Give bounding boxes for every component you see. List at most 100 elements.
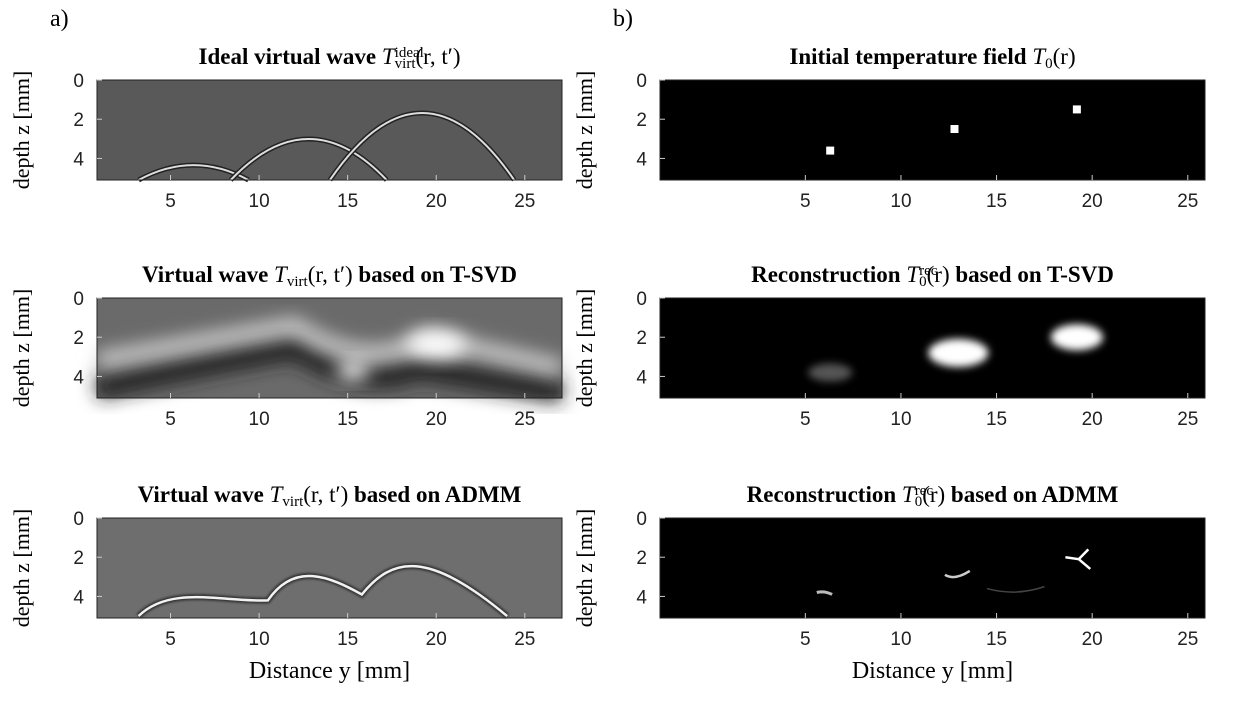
x-tick-label: 15	[337, 409, 358, 430]
y-tick-label: 0	[636, 71, 647, 92]
x-tick-label: 15	[337, 629, 358, 650]
x-tick-label: 15	[337, 191, 358, 212]
y-tick-label: 0	[73, 509, 84, 530]
x-tick-label: 5	[800, 409, 811, 430]
title-part: T	[382, 44, 397, 69]
title-part: based on ADMM	[348, 482, 521, 507]
source	[1072, 105, 1081, 114]
y-tick-label: 2	[73, 110, 84, 131]
title-part: Initial temperature field	[789, 44, 1032, 69]
panel-title: Initial temperature field T0(r)	[789, 44, 1075, 72]
y-tick-label: 2	[636, 548, 647, 569]
y-tick-label: 4	[636, 149, 647, 170]
axes-frame	[659, 297, 1206, 399]
panel: 5 10 15 20 25 0 2 4 depth z [mm] Virtual wave Tvi…	[9, 262, 564, 430]
title-part: ideal	[395, 45, 424, 61]
y-tick-label: 0	[636, 509, 647, 530]
panel-title: Virtual wave Tvirt(r, t′) based on ADMM	[138, 482, 522, 510]
x-tick-label: 25	[1177, 409, 1198, 430]
source	[826, 146, 835, 155]
x-tick-label: 10	[249, 191, 270, 212]
axes-frame	[96, 297, 563, 399]
blob	[336, 360, 369, 381]
y-tick-label: 4	[636, 367, 647, 388]
title-part: T	[906, 262, 921, 287]
title-part: rec	[915, 483, 934, 499]
x-tick-label: 5	[165, 409, 176, 430]
y-axis-label: depth z [mm]	[572, 289, 597, 408]
title-part: 0	[919, 274, 927, 290]
y-tick-label: 2	[73, 548, 84, 569]
title-part: (r)	[927, 262, 950, 287]
panel: 5 10 15 20 25 0 2 4 depth z [mm] Distance y [mm] R…	[572, 482, 1206, 684]
x-tick-label: 10	[890, 629, 911, 650]
x-tick-label: 15	[986, 191, 1007, 212]
image-bg	[660, 80, 1205, 180]
title-part: based on T-SVD	[950, 262, 1114, 287]
title-part: Reconstruction	[747, 482, 902, 507]
x-tick-label: 5	[165, 191, 176, 212]
title-part: based on ADMM	[945, 482, 1118, 507]
panel: 5 10 15 20 25 0 2 4 depth z [mm] Distance y [mm] V…	[9, 482, 563, 684]
blob	[808, 363, 853, 382]
image-bg	[660, 518, 1205, 618]
panel: 5 10 15 20 25 0 2 4 depth z [mm] Reconstruction T…	[572, 262, 1206, 430]
x-tick-label: 20	[426, 191, 447, 212]
x-tick-label: 5	[800, 629, 811, 650]
title-part: rec	[919, 263, 938, 279]
title-part: (r, t′)	[416, 44, 461, 69]
y-tick-label: 0	[73, 289, 84, 310]
y-tick-label: 4	[636, 587, 647, 608]
wavefront	[230, 138, 388, 181]
x-tick-label: 25	[514, 409, 535, 430]
y-axis-label: depth z [mm]	[9, 289, 34, 408]
axes-frame	[659, 79, 1206, 181]
x-tick-label: 10	[249, 629, 270, 650]
x-tick-label: 25	[1177, 191, 1198, 212]
title-part: based on T-SVD	[353, 262, 517, 287]
y-tick-label: 2	[636, 110, 647, 131]
x-tick-label: 20	[1082, 409, 1103, 430]
blob	[1050, 324, 1103, 351]
panel-label: b)	[613, 6, 633, 32]
y-tick-label: 0	[73, 71, 84, 92]
title-part: Virtual wave	[142, 262, 274, 287]
x-axis-label: Distance y [mm]	[249, 658, 410, 684]
y-axis-label: depth z [mm]	[572, 71, 597, 190]
title-part: Reconstruction	[751, 262, 906, 287]
panel-title: Reconstruction Trec 0(r) based on T-SVD	[751, 262, 1114, 290]
y-tick-label: 4	[73, 587, 84, 608]
y-tick-label: 2	[636, 328, 647, 349]
arc	[816, 590, 833, 596]
dark-band	[94, 337, 564, 403]
title-part: T	[902, 482, 917, 507]
x-tick-label: 10	[249, 409, 270, 430]
wavefront	[137, 565, 508, 617]
y-tick-label: 0	[636, 289, 647, 310]
panel: 5 10 15 20 25 0 2 4 depth z [mm] b) Initial temper…	[572, 6, 1206, 212]
x-tick-label: 20	[426, 629, 447, 650]
title-part: (r, t′)	[308, 262, 353, 287]
title-part: 0	[1045, 56, 1053, 72]
arc	[944, 569, 971, 579]
x-tick-label: 25	[514, 191, 535, 212]
x-tick-label: 20	[1082, 191, 1103, 212]
panel-label: a)	[50, 6, 69, 32]
x-tick-label: 5	[800, 191, 811, 212]
bright-band	[95, 317, 564, 377]
y-axis-label: depth z [mm]	[9, 509, 34, 628]
y-tick-label: 2	[73, 328, 84, 349]
wavefront	[329, 112, 515, 181]
x-tick-label: 25	[514, 629, 535, 650]
x-tick-label: 15	[986, 629, 1007, 650]
x-tick-label: 20	[1082, 629, 1103, 650]
title-part: T	[270, 482, 285, 507]
panel-title: Virtual wave Tvirt(r, t′) based on T-SVD	[142, 262, 517, 290]
axes-frame	[96, 517, 563, 619]
y-tick-label: 4	[73, 367, 84, 388]
x-axis-label: Distance y [mm]	[852, 658, 1013, 684]
title-part: (r, t′)	[303, 482, 348, 507]
title-part: T	[1032, 44, 1047, 69]
